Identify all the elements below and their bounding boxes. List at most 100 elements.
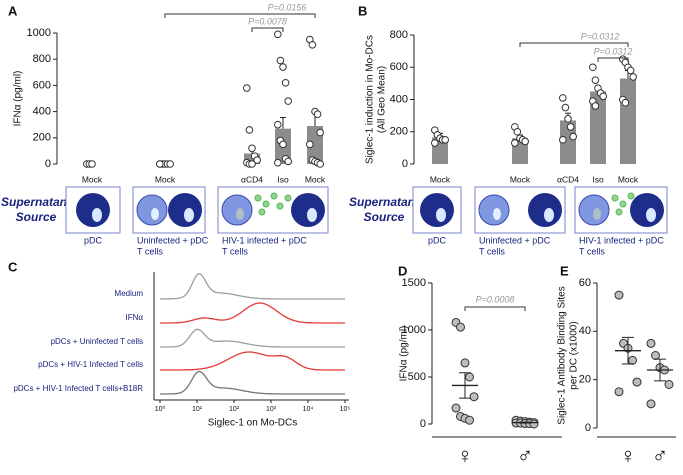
y-tick-label: 600 xyxy=(33,79,51,91)
histogram-curve xyxy=(160,351,345,371)
data-point xyxy=(284,157,293,166)
group-label: Uninfected + pDC xyxy=(137,235,209,245)
data-point xyxy=(248,160,256,168)
y-tick-label: 800 xyxy=(390,29,408,41)
panel-letter: D xyxy=(398,263,407,278)
panel-letter: A xyxy=(8,3,18,18)
data-point xyxy=(621,98,630,107)
series-label: pDCs + Uninfected T cells xyxy=(51,337,143,346)
cell-icon xyxy=(291,193,325,227)
data-point xyxy=(274,158,282,167)
x-tick-label: 10⁰ xyxy=(155,405,166,413)
x-tick-label: 10⁵ xyxy=(340,406,351,413)
group-label: T cells xyxy=(137,246,163,256)
data-point xyxy=(281,78,290,87)
series-label: Medium xyxy=(115,289,144,298)
schematic-title: Supernatant xyxy=(1,195,72,209)
data-point xyxy=(559,94,567,102)
data-point xyxy=(274,120,282,129)
significance-bracket xyxy=(251,27,284,32)
group-label: HIV-1 infected + pDC xyxy=(222,235,307,245)
data-point xyxy=(431,139,439,147)
cell-nucleus xyxy=(436,208,446,222)
histogram-curve xyxy=(160,272,345,300)
data-point xyxy=(469,392,479,402)
data-point xyxy=(559,136,567,144)
data-point xyxy=(253,156,262,164)
x-tick-label: Mock xyxy=(430,174,451,184)
data-point xyxy=(316,128,325,137)
data-point xyxy=(441,136,450,144)
y-tick-label: 400 xyxy=(33,106,51,118)
p-value: P=0.0312 xyxy=(594,46,633,56)
virus-particle xyxy=(270,192,278,200)
data-point xyxy=(460,358,470,368)
y-tick-label: 400 xyxy=(390,93,408,105)
histogram-curve xyxy=(160,328,345,348)
y-tick-label: 800 xyxy=(33,53,51,65)
y-tick-label: 0 xyxy=(402,158,408,170)
y-axis-label: Siglec-1 Antibody Binding Sites xyxy=(557,286,568,424)
data-point xyxy=(569,132,578,141)
data-point xyxy=(88,160,96,168)
cell-icon xyxy=(136,194,168,226)
group-label: pDC xyxy=(84,235,103,245)
data-point xyxy=(465,415,474,425)
data-point xyxy=(313,110,322,119)
x-tick-label: 10³ xyxy=(266,406,277,413)
bar xyxy=(590,91,606,164)
data-point xyxy=(529,419,539,429)
data-point xyxy=(628,355,637,365)
cell-icon xyxy=(76,193,110,227)
schematic-title: Source xyxy=(364,210,405,224)
virus-particle xyxy=(615,208,623,216)
schematic-title: Source xyxy=(16,210,57,224)
virus-particle xyxy=(611,194,619,202)
x-tick-label: Mock xyxy=(618,174,639,184)
x-tick-label: Mock xyxy=(305,174,326,184)
y-tick-label: 1500 xyxy=(402,277,426,289)
data-point xyxy=(456,322,465,332)
data-point xyxy=(245,126,254,134)
cell-icon xyxy=(630,193,664,227)
y-tick-label: 1000 xyxy=(402,324,426,336)
data-point xyxy=(513,127,522,136)
x-tick-label: Mock xyxy=(82,174,103,184)
virus-particle xyxy=(262,200,270,208)
cell-nucleus xyxy=(151,208,159,220)
data-point xyxy=(566,123,575,131)
data-point xyxy=(521,137,530,146)
y-tick-label: 200 xyxy=(390,126,408,138)
panel-letter: C xyxy=(8,259,18,274)
data-point xyxy=(591,102,600,110)
virus-particle xyxy=(619,200,627,208)
y-tick-label: 0 xyxy=(45,158,51,170)
cell-nucleus xyxy=(236,208,244,220)
x-tick-label: 10² xyxy=(229,406,240,413)
histogram-curve xyxy=(160,302,345,324)
data-point xyxy=(599,92,608,101)
data-point xyxy=(629,73,638,81)
significance-bracket xyxy=(164,13,316,18)
histogram-curve xyxy=(160,370,345,395)
data-point xyxy=(243,84,251,92)
data-point xyxy=(316,160,325,168)
x-tick-label: 10⁴ xyxy=(303,406,314,413)
data-point xyxy=(511,139,519,147)
data-point xyxy=(646,338,656,348)
virus-particle xyxy=(284,194,292,202)
x-tick-label: αCD4 xyxy=(557,174,579,184)
y-tick-label: 20 xyxy=(579,374,591,386)
bar xyxy=(620,78,636,164)
p-value: P=0.0008 xyxy=(476,294,515,304)
cell-icon xyxy=(528,193,562,227)
data-point xyxy=(248,144,256,153)
cell-nucleus xyxy=(646,208,656,222)
y-tick-label: 200 xyxy=(33,132,51,144)
group-label: T cells xyxy=(479,246,505,256)
data-point xyxy=(465,372,474,382)
data-point xyxy=(279,140,287,149)
data-point xyxy=(274,30,282,39)
data-point xyxy=(564,115,572,123)
